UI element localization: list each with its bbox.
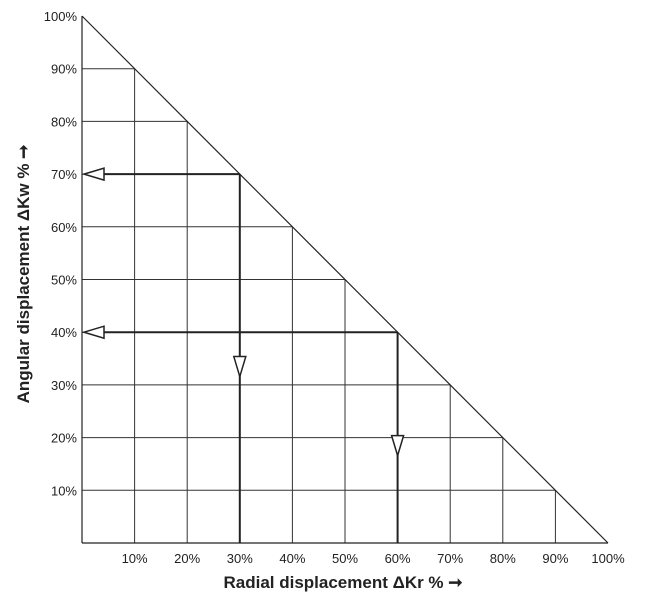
arrow-left-icon (81, 167, 105, 182)
arrow-down-icon (232, 355, 247, 380)
axes (81, 16, 608, 544)
x-tick-label: 90% (542, 551, 568, 566)
y-tick-label: 30% (51, 378, 77, 393)
y-tick-label: 40% (51, 325, 77, 340)
y-tick-label: 90% (51, 62, 77, 77)
x-tick-label: 50% (332, 551, 358, 566)
example-paths (81, 167, 405, 543)
y-axis-title: Angular displacement ΔKw % ➞ (14, 145, 33, 404)
example-path-2 (81, 325, 405, 543)
y-tick-label: 50% (51, 273, 77, 288)
x-tick-label: 20% (174, 551, 200, 566)
y-tick-label: 70% (51, 167, 77, 182)
y-tick-label: 80% (51, 114, 77, 129)
y-tick-label: 20% (51, 431, 77, 446)
arrow-left-icon (81, 325, 105, 340)
x-tick-label: 60% (385, 551, 411, 566)
x-tick-label: 70% (437, 551, 463, 566)
tick-labels: 10% 20% 30% 40% 50% 60% 70% 80% 90% 100% 10% 20% 30%… (44, 9, 625, 566)
y-tick-label: 10% (51, 483, 77, 498)
example-path-1 (81, 167, 247, 543)
y-tick-label: 60% (51, 220, 77, 235)
x-tick-label: 30% (227, 551, 253, 566)
arrow-down-icon (390, 434, 405, 459)
boundary-line (81, 15, 609, 544)
x-tick-label: 100% (591, 551, 625, 566)
x-axis-title: Radial displacement ΔKr % ➞ (223, 573, 462, 592)
grid (82, 68, 556, 543)
y-tick-label: 100% (44, 9, 78, 24)
x-tick-label: 40% (279, 551, 305, 566)
x-tick-label: 10% (122, 551, 148, 566)
boundary-layer (81, 15, 609, 544)
x-tick-label: 80% (490, 551, 516, 566)
